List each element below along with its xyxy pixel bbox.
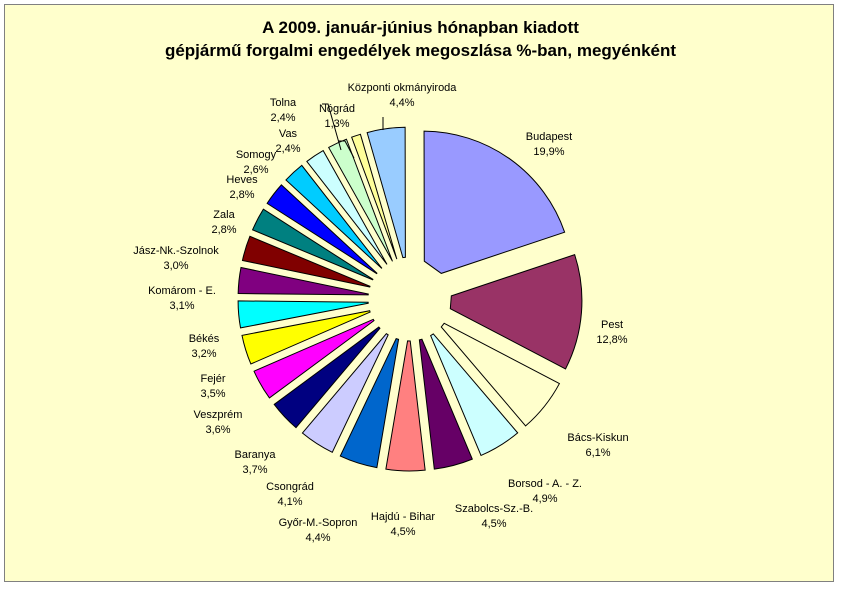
- pie-slice: [306, 149, 388, 265]
- slice-value-label: 3,1%: [169, 300, 194, 312]
- pie-slice: [327, 138, 393, 262]
- pie-slice: [237, 266, 369, 296]
- chart-title: A 2009. január-június hónapban kiadott: [262, 18, 579, 37]
- slice-value-label: 4,1%: [277, 496, 302, 508]
- chart-subtitle: gépjármű forgalmi engedélyek megoszlása …: [164, 41, 677, 60]
- slice-value-label: 12,8%: [596, 334, 627, 346]
- slice-label: Csongrád: [266, 481, 314, 493]
- slice-label: Fejér: [200, 373, 225, 385]
- slice-value-label: 2,6%: [243, 164, 268, 176]
- slice-label: Központi okmányiroda: [348, 82, 458, 94]
- pie-slice: [430, 333, 519, 457]
- slice-value-label: 1,3%: [324, 118, 349, 130]
- pie-slice: [339, 338, 400, 469]
- slice-value-label: 2,8%: [229, 189, 254, 201]
- slice-label: Borsod - A. - Z.: [508, 478, 582, 490]
- pie-slice: [366, 126, 406, 259]
- slice-value-label: 4,4%: [305, 532, 330, 544]
- pie-slice: [423, 130, 566, 274]
- slice-label: Heves: [226, 174, 258, 186]
- slice-label: Tolna: [270, 97, 297, 109]
- slice-label: Komárom - E.: [148, 285, 216, 297]
- slice-label: Jász-Nk.-Szolnok: [133, 245, 219, 257]
- pie-slice: [285, 164, 383, 269]
- slice-value-label: 4,4%: [389, 97, 414, 109]
- slice-label: Baranya: [235, 449, 277, 461]
- slice-value-label: 3,0%: [163, 260, 188, 272]
- slice-value-label: 2,4%: [270, 112, 295, 124]
- slice-label: Budapest: [526, 131, 572, 143]
- pie-slice: [241, 310, 371, 365]
- slice-label: Pest: [601, 319, 623, 331]
- slice-value-label: 3,6%: [205, 424, 230, 436]
- slice-label: Bács-Kiskun: [567, 432, 628, 444]
- slice-label: Békés: [189, 333, 220, 345]
- slice-label: Zala: [213, 209, 235, 221]
- pie-slice: [273, 326, 381, 429]
- slice-value-label: 6,1%: [585, 447, 610, 459]
- slice-label: Somogy: [236, 149, 277, 161]
- slice-label: Hajdú - Bihar: [371, 511, 436, 523]
- pie-slice: [251, 208, 374, 281]
- pie-slice: [385, 340, 426, 472]
- slice-label: Veszprém: [194, 409, 243, 421]
- slice-value-label: 4,5%: [481, 518, 506, 530]
- slice-value-label: 3,2%: [191, 348, 216, 360]
- slice-value-label: 19,9%: [533, 146, 564, 158]
- slice-value-label: 2,8%: [211, 224, 236, 236]
- slice-value-label: 3,5%: [200, 388, 225, 400]
- pie-slice: [418, 338, 473, 470]
- slice-value-label: 4,9%: [532, 493, 557, 505]
- slice-value-label: 4,5%: [390, 526, 415, 538]
- slice-label: Nógrád: [319, 103, 355, 115]
- slice-value-label: 2,4%: [275, 143, 300, 155]
- leader-line: [322, 103, 342, 151]
- pie-slice: [301, 333, 389, 453]
- pie-slice: [350, 133, 398, 260]
- pie-slice: [237, 300, 369, 329]
- slice-label: Győr-M.-Sopron: [279, 517, 358, 529]
- pie-slice: [253, 318, 375, 399]
- chart-area: [4, 4, 834, 582]
- leader-line: [338, 140, 355, 159]
- slice-value-label: 3,7%: [242, 464, 267, 476]
- slice-label: Szabolcs-Sz.-B.: [455, 503, 533, 515]
- pie-slice: [241, 235, 371, 288]
- pie-slice: [266, 184, 378, 275]
- pie-slice: [440, 322, 561, 427]
- slice-label: Vas: [279, 128, 298, 140]
- pie-slice: [449, 254, 583, 370]
